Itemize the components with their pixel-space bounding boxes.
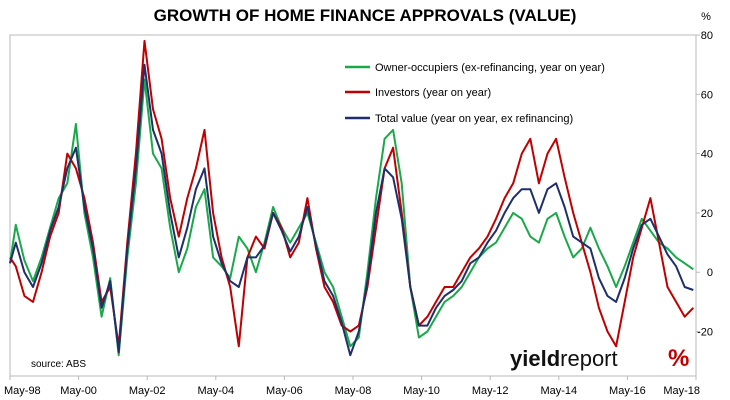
x-tick-label: May-00: [60, 385, 97, 397]
yieldreport-logo: yieldreport %: [510, 345, 689, 372]
series-lines: [9, 39, 695, 357]
x-tick-label: May-02: [129, 385, 166, 397]
legend: Owner-occupiers (ex-refinancing, year on…: [345, 62, 605, 125]
legend-label-investors: Investors (year on year): [375, 87, 491, 99]
x-tick-label: May-18: [663, 385, 700, 397]
series-line-owner-occupiers: [9, 78, 694, 357]
x-tick-label: May-10: [403, 385, 440, 397]
x-tick-label: May-08: [335, 385, 372, 397]
y-tick-label: 40: [701, 149, 713, 161]
chart-title: GROWTH OF HOME FINANCE APPROVALS (VALUE): [153, 6, 577, 25]
x-tick-label: May-04: [197, 385, 234, 397]
y-tick-label: 0: [707, 267, 713, 279]
legend-label-owner-occupiers: Owner-occupiers (ex-refinancing, year on…: [375, 62, 605, 74]
y-tick-label: 80: [701, 30, 713, 42]
x-tick-label: May-12: [472, 385, 509, 397]
y-axis-unit: %: [701, 11, 711, 23]
y-tick-label: 60: [701, 89, 713, 101]
x-tick-label: May-98: [4, 385, 41, 397]
source-note: source: ABS: [31, 359, 86, 370]
y-axis: -20 0 20 40 60 80: [696, 30, 713, 339]
logo-text-report: report: [560, 346, 617, 371]
legend-label-total-value: Total value (year on year, ex refinancin…: [375, 113, 573, 125]
y-tick-label: -20: [697, 327, 713, 339]
x-tick-label: May-14: [540, 385, 577, 397]
y-tick-label: 20: [701, 208, 713, 220]
logo-text-yield: yield: [510, 346, 560, 371]
svg-text:yieldreport: yieldreport: [510, 346, 618, 371]
x-axis: May-98 May-00 May-02 May-04 May-06 May-08 May-…: [4, 376, 700, 397]
series-line-total-value: [9, 63, 694, 357]
x-tick-label: May-16: [609, 385, 646, 397]
plot-frame: [9, 34, 697, 377]
x-tick-label: May-06: [266, 385, 303, 397]
logo-percent-icon: %: [668, 345, 689, 372]
